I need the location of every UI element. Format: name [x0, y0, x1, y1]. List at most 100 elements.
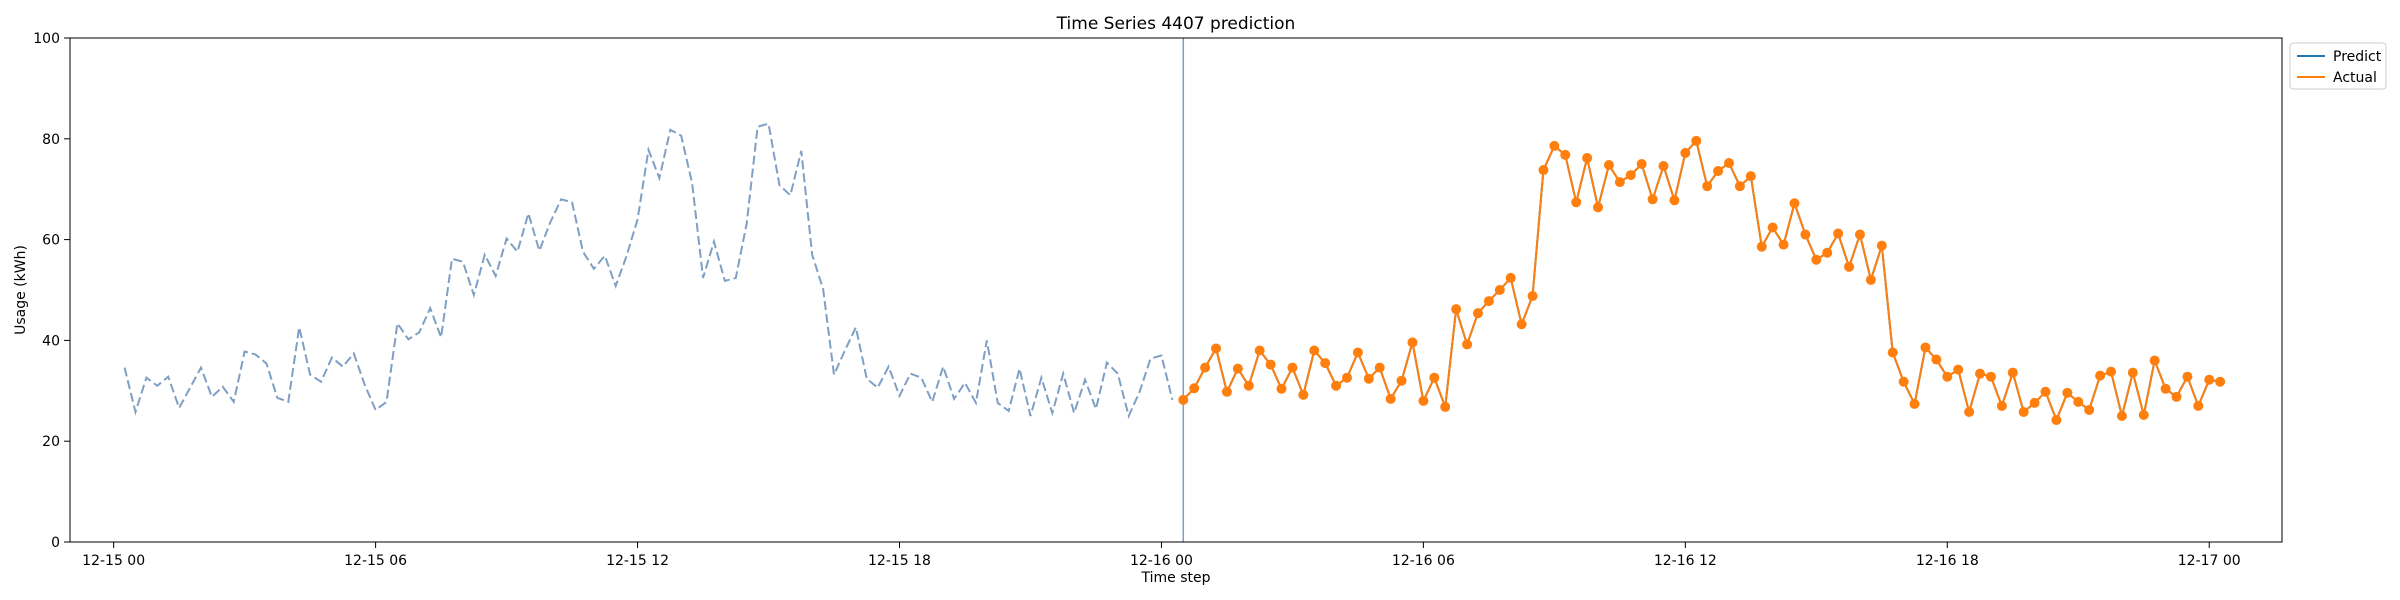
- y-axis-title: Usage (kWh): [13, 245, 29, 335]
- y-tick-label: 100: [33, 31, 60, 47]
- actual-point: [2007, 367, 2018, 378]
- legend-label-actual: Actual: [2333, 70, 2377, 86]
- actual-point: [1189, 383, 1200, 394]
- actual-point: [1876, 240, 1887, 251]
- actual-point: [1931, 354, 1942, 365]
- actual-point: [1909, 398, 1920, 409]
- actual-point: [2018, 406, 2029, 417]
- actual-point: [1789, 198, 1800, 209]
- plot-frame: [69, 37, 2283, 543]
- actual-point: [1211, 343, 1222, 354]
- actual-point: [1549, 140, 1560, 151]
- actual-point: [1407, 337, 1418, 348]
- actual-point: [2171, 391, 2182, 402]
- actual-point: [1625, 170, 1636, 181]
- actual-point: [1287, 362, 1298, 373]
- actual-point: [1745, 171, 1756, 182]
- y-tick-label: 40: [42, 333, 60, 349]
- actual-point: [1221, 386, 1232, 397]
- actual-point: [1363, 373, 1374, 384]
- plot-area: 0 20 40 60 80 100 12-15 00 12-15 06 12-15 12 12-1…: [33, 31, 2283, 569]
- actual-point: [1614, 177, 1625, 188]
- actual-point: [1462, 339, 1473, 350]
- y-tick-label: 80: [42, 132, 60, 148]
- x-tick-label: 12-16 00: [1130, 553, 1193, 569]
- actual-point: [2182, 371, 2193, 382]
- actual-point: [1505, 272, 1516, 283]
- x-tick-label: 12-16 12: [1654, 553, 1717, 569]
- y-tick-label: 0: [51, 535, 60, 551]
- actual-point: [1309, 345, 1320, 356]
- actual-point: [1942, 371, 1953, 382]
- actual-point: [1494, 285, 1505, 295]
- actual-point: [1374, 362, 1385, 373]
- actual-point: [1331, 380, 1342, 391]
- actual-point: [1647, 194, 1658, 205]
- actual-point: [1560, 149, 1571, 160]
- actual-point: [1582, 152, 1593, 163]
- actual-point: [2073, 396, 2084, 407]
- actual-point: [2138, 409, 2149, 420]
- actual-point: [2127, 367, 2138, 378]
- actual-point: [1472, 308, 1483, 319]
- actual-point: [1767, 222, 1778, 233]
- actual-point: [1200, 362, 1211, 373]
- x-tick-label: 12-16 18: [1916, 553, 1979, 569]
- actual-point: [1385, 393, 1396, 404]
- legend-label-predict: Predict: [2333, 49, 2382, 65]
- actual-point: [2095, 370, 2106, 381]
- actual-point: [1658, 161, 1669, 172]
- legend: Predict Actual: [2289, 42, 2387, 90]
- actual-point: [1418, 395, 1429, 406]
- actual-point: [1341, 372, 1352, 383]
- actual-point: [1724, 157, 1734, 168]
- actual-point: [1451, 304, 1462, 315]
- actual-point: [1800, 229, 1811, 240]
- y-tick-label: 60: [42, 233, 60, 249]
- actual-point: [1702, 181, 1713, 192]
- x-tick-label: 12-15 00: [82, 553, 145, 569]
- actual-point: [2062, 387, 2073, 398]
- actual-point: [1734, 181, 1745, 192]
- actual-point: [1483, 296, 1494, 307]
- x-tick-label: 12-15 18: [868, 553, 931, 569]
- actual-point: [1298, 389, 1309, 400]
- actual-point: [2051, 415, 2062, 426]
- x-axis-title: Time step: [1141, 570, 1211, 586]
- actual-point: [1527, 291, 1538, 302]
- actual-point: [2160, 383, 2171, 394]
- actual-point: [1844, 261, 1855, 272]
- actual-point: [1178, 394, 1189, 405]
- actual-point: [2116, 411, 2127, 421]
- actual-point: [2106, 366, 2117, 377]
- actual-point: [1920, 342, 1931, 353]
- actual-point: [1756, 241, 1767, 252]
- actual-point: [1320, 358, 1331, 369]
- actual-point: [1854, 229, 1865, 240]
- actual-point: [1396, 375, 1407, 386]
- x-tick-label: 12-17 00: [2178, 553, 2241, 569]
- actual-point: [1887, 347, 1898, 358]
- chart-title: Time Series 4407 prediction: [1056, 14, 1296, 34]
- actual-point: [1243, 380, 1254, 391]
- actual-point: [1538, 165, 1549, 176]
- actual-point: [2084, 404, 2095, 415]
- actual-point: [1440, 401, 1451, 412]
- x-tick-label: 12-16 06: [1392, 553, 1455, 569]
- actual-point: [1571, 197, 1582, 208]
- x-tick-label: 12-15 06: [344, 553, 407, 569]
- actual-point: [2149, 355, 2160, 366]
- history-series-line: [123, 122, 1174, 420]
- actual-point: [1265, 359, 1276, 370]
- actual-point: [1593, 202, 1604, 213]
- actual-point: [2029, 397, 2040, 408]
- actual-point: [2215, 376, 2226, 387]
- actual-point: [1352, 347, 1363, 358]
- y-tick-label: 20: [42, 434, 60, 450]
- actual-point: [1429, 372, 1440, 383]
- actual-point: [1603, 160, 1614, 171]
- actual-point: [1669, 195, 1680, 206]
- actual-point: [1276, 383, 1287, 394]
